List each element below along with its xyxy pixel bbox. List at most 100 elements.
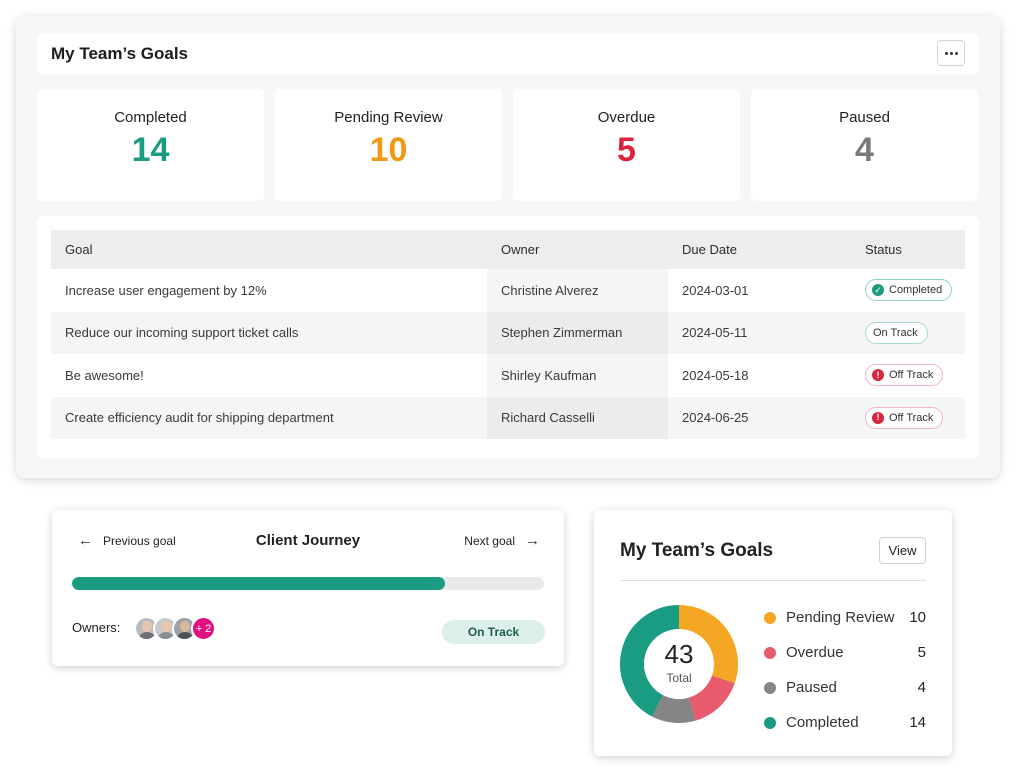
avatar-body	[157, 632, 175, 639]
column-header-goal[interactable]: Goal	[51, 230, 487, 269]
legend-swatch	[764, 611, 776, 624]
donut-slice-pending-review[interactable]	[678, 605, 738, 684]
goals-donut-chart	[620, 605, 738, 723]
status-badge-label: Completed	[889, 284, 943, 297]
status-cell: On Track	[851, 311, 965, 354]
panel-title: My Team’s Goals	[51, 44, 188, 63]
next-goal-label: Next goal	[464, 533, 515, 548]
legend-swatch	[764, 681, 776, 694]
status-cell: ! Off Track	[851, 396, 965, 439]
donut-total-value: 43	[664, 639, 694, 669]
divider	[620, 580, 926, 581]
column-header-due-date[interactable]: Due Date	[668, 230, 851, 269]
due-date-cell: 2024-03-01	[682, 282, 749, 298]
stat-value: 4	[855, 131, 874, 169]
summary-title: My Team’s Goals	[620, 540, 774, 561]
owner-cell: Richard Casselli	[487, 396, 668, 439]
alert-circle-icon: !	[872, 369, 884, 382]
stat-value: 5	[617, 131, 636, 169]
avatar-head	[161, 621, 171, 632]
goal-progress-bar	[72, 577, 544, 590]
legend-label: Paused	[786, 679, 837, 696]
table-row[interactable]: Reduce our incoming support ticket calls…	[51, 311, 965, 354]
legend-label: Overdue	[786, 644, 844, 661]
column-header-status[interactable]: Status	[851, 230, 965, 269]
status-cell: ✓ Completed	[851, 269, 965, 312]
table-row[interactable]: Be awesome! Shirley Kaufman 2024-05-18 !…	[51, 354, 965, 397]
goal-cell: Create efficiency audit for shipping dep…	[51, 396, 487, 439]
status-badge: ! Off Track	[865, 406, 944, 429]
donut-slice-paused[interactable]	[651, 694, 696, 723]
legend-value: 4	[917, 679, 926, 696]
alert-circle-icon: !	[872, 411, 884, 424]
due-date-cell: 2024-05-11	[668, 311, 851, 354]
legend-swatch	[764, 716, 776, 729]
stat-card-paused: Paused 4	[751, 89, 978, 201]
team-goals-panel: My Team’s Goals Completed 14 Pending Rev…	[16, 16, 1000, 478]
arrow-left-icon: ←	[78, 532, 93, 549]
chart-legend: Pending Review 10 Overdue 5 Paused 4 Completed…	[764, 600, 926, 740]
ellipsis-dot	[949, 51, 953, 55]
donut-total-label: Total	[666, 671, 692, 685]
owner-avatars: + 2	[134, 616, 216, 641]
next-goal-link[interactable]: Next goal →	[464, 532, 540, 549]
ellipsis-icon	[944, 51, 948, 55]
stat-value: 14	[131, 131, 170, 169]
check-circle-icon: ✓	[872, 284, 884, 297]
view-button[interactable]: View	[879, 537, 926, 564]
stat-label: Pending Review	[334, 109, 443, 126]
goals-table: Goal Owner Due Date Status Increase user…	[37, 216, 979, 459]
panel-header: My Team’s Goals	[37, 33, 979, 75]
legend-value: 14	[909, 714, 926, 731]
previous-goal-link[interactable]: ← Previous goal	[78, 532, 176, 549]
goals-summary-card: My Team’s Goals View 43 Total Pending Re…	[594, 510, 952, 756]
table-row[interactable]: Create efficiency audit for shipping dep…	[51, 396, 965, 439]
donut-slice-completed[interactable]	[620, 605, 680, 717]
owner-cell: Christine Alverez	[487, 269, 668, 312]
donut-slice-overdue[interactable]	[688, 674, 735, 721]
status-badge: ✓ Completed	[865, 279, 953, 302]
status-cell: ! Off Track	[851, 354, 965, 397]
status-badge: On Track	[865, 321, 928, 344]
ellipsis-dot	[954, 51, 958, 55]
goal-cell: Reduce our incoming support ticket calls	[51, 311, 487, 354]
due-date-cell: 2024-05-18	[682, 367, 749, 383]
more-options-button[interactable]	[937, 40, 965, 66]
avatar-head	[142, 621, 152, 632]
legend-item-paused: Paused 4	[764, 670, 926, 705]
more-owners-badge[interactable]: + 2	[191, 616, 216, 641]
goal-progress-fill	[72, 577, 445, 590]
stat-card-pending-review: Pending Review 10	[275, 89, 502, 201]
status-badge: ! Off Track	[865, 364, 944, 387]
goal-detail-card: Client Journey ← Previous goal Next goal…	[52, 510, 564, 666]
avatar-body	[138, 632, 156, 639]
stat-value: 10	[369, 131, 408, 169]
legend-item-completed: Completed 14	[764, 705, 926, 740]
owner-cell: Stephen Zimmerman	[487, 311, 668, 354]
stat-label: Overdue	[597, 109, 656, 126]
legend-label: Completed	[786, 714, 859, 731]
legend-swatch	[764, 646, 776, 659]
due-date-cell: 2024-06-25	[668, 396, 851, 439]
table-row[interactable]: Increase user engagement by 12% Christin…	[51, 269, 965, 312]
owners-label: Owners:	[72, 620, 121, 635]
stat-card-overdue: Overdue 5	[513, 89, 740, 201]
previous-goal-label: Previous goal	[103, 533, 176, 548]
goal-cell: Increase user engagement by 12%	[65, 282, 267, 298]
legend-label: Pending Review	[786, 609, 895, 626]
goal-cell: Be awesome!	[65, 367, 144, 383]
stat-label: Paused	[839, 109, 890, 126]
status-badge-label: Off Track	[889, 369, 934, 382]
column-header-owner[interactable]: Owner	[487, 230, 668, 269]
legend-value: 10	[909, 609, 926, 626]
arrow-right-icon: →	[525, 532, 540, 549]
legend-value: 5	[917, 644, 926, 661]
status-badge-label: Off Track	[889, 411, 934, 424]
avatar-head	[180, 621, 190, 632]
table-header-row: Goal Owner Due Date Status	[51, 230, 965, 269]
stat-card-completed: Completed 14	[37, 89, 264, 201]
goal-status-badge: On Track	[442, 620, 545, 644]
legend-item-overdue: Overdue 5	[764, 635, 926, 670]
owner-cell: Shirley Kaufman	[487, 354, 668, 397]
avatar-body	[176, 632, 194, 639]
